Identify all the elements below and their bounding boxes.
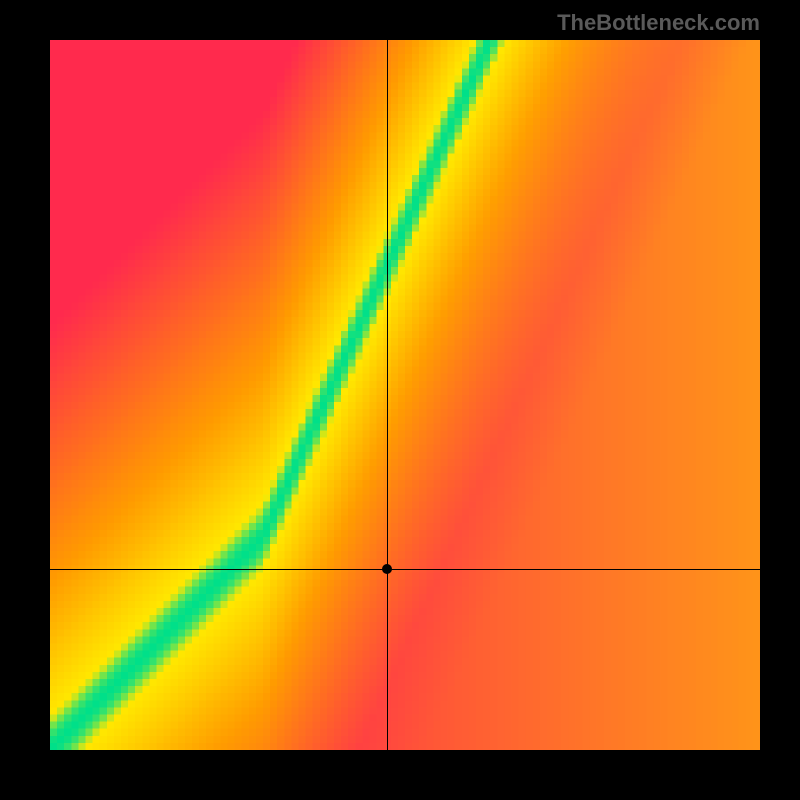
watermark-text: TheBottleneck.com: [557, 10, 760, 36]
crosshair-horizontal: [50, 569, 760, 570]
plot-area: [50, 40, 760, 750]
chart-container: TheBottleneck.com: [0, 0, 800, 800]
crosshair-vertical: [387, 40, 388, 750]
data-point-marker: [382, 564, 392, 574]
heatmap-canvas: [50, 40, 760, 750]
